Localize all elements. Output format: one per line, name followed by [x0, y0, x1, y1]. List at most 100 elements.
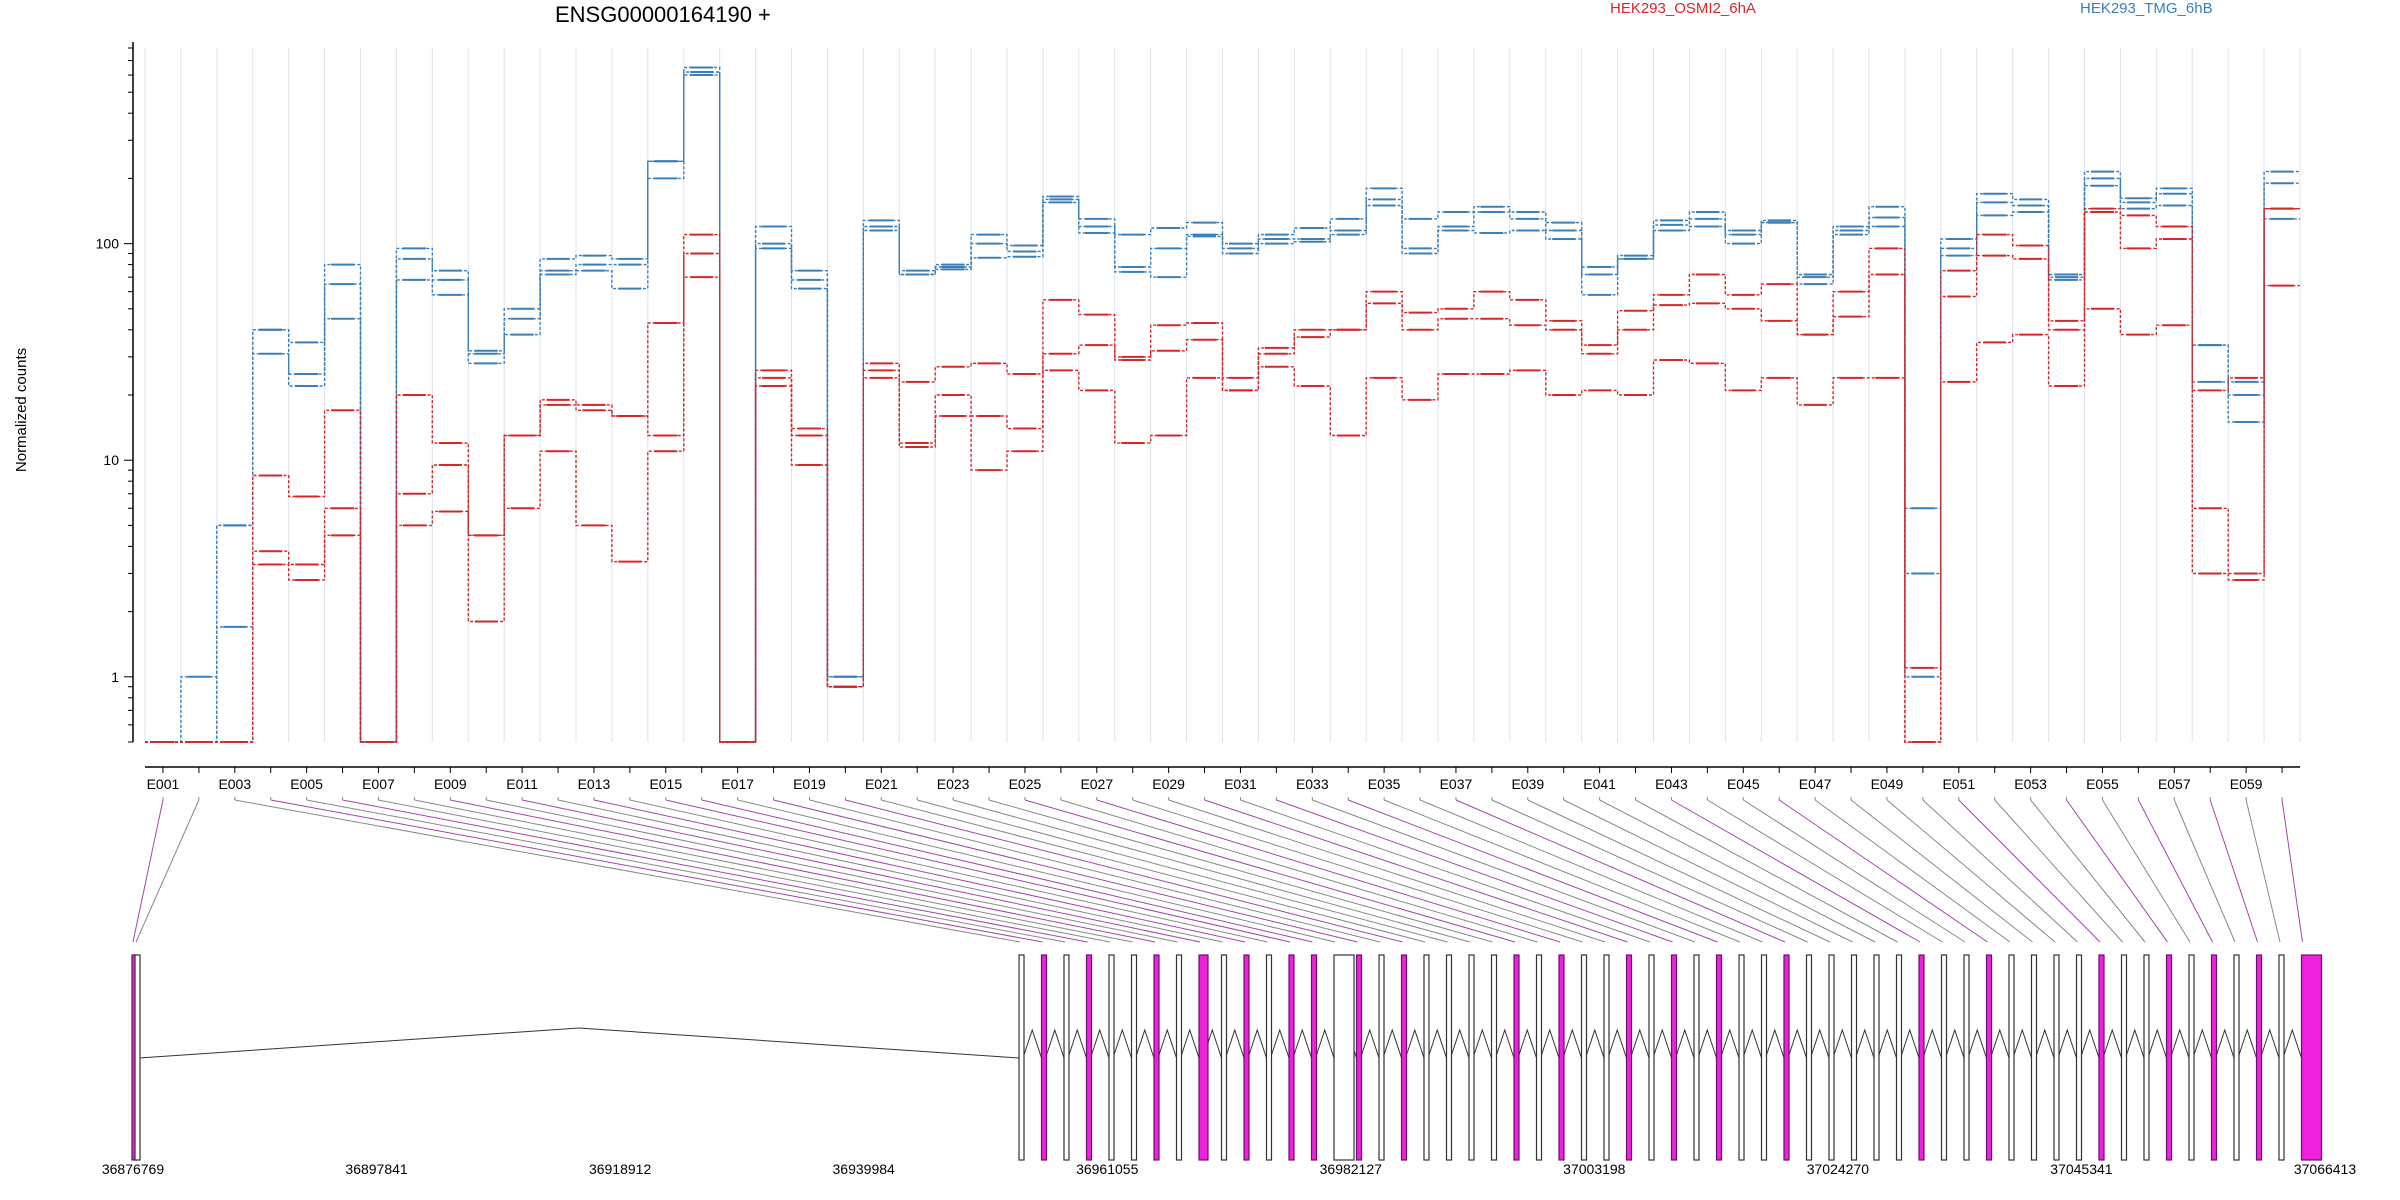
- exon-tick-label: E053: [2014, 776, 2047, 792]
- coordinate-label: 36918912: [589, 1161, 652, 1177]
- exon-connector: [306, 799, 1066, 943]
- intron: [1135, 1028, 1155, 1059]
- exon-connector: [342, 799, 1088, 943]
- intron: [2125, 1028, 2145, 1059]
- exon-box: [1243, 954, 1250, 1161]
- exon-tick-label: E025: [1009, 776, 1042, 792]
- series-points-0: [151, 66, 2294, 743]
- exon-box: [2008, 954, 2015, 1161]
- exon-connector: [1348, 799, 1718, 943]
- coordinate-label: 36939984: [833, 1161, 896, 1177]
- exon-box: [1423, 954, 1430, 1161]
- intron: [1382, 1028, 1402, 1059]
- series-layer: [145, 66, 2300, 743]
- intron: [1112, 1028, 1132, 1059]
- exon-box: [1963, 954, 1970, 1161]
- exon-connector: [2209, 799, 2258, 943]
- exon-connector: [809, 799, 1381, 943]
- exon-box: [1040, 954, 1048, 1161]
- exon-tick-label: E037: [1440, 776, 1473, 792]
- exon-connector: [1886, 799, 2056, 943]
- exon-box: [1153, 954, 1160, 1161]
- exon-box: [1850, 954, 1858, 1161]
- coordinate-label: 36961055: [1076, 1161, 1139, 1177]
- intron: [2012, 1028, 2032, 1059]
- legend-entry-osmi2: HEK293_OSMI2_6hA: [1610, 0, 1756, 17]
- intron: [1067, 1028, 1087, 1059]
- exon-ticks: E001 E003 E005 E007 E009 E011 E013 E015 E017 E019…: [147, 767, 2283, 792]
- exon-connector: [522, 799, 1201, 943]
- intron: [1832, 1028, 1852, 1059]
- exon-box: [1378, 954, 1385, 1161]
- exon-tick-label: E035: [1368, 776, 1401, 792]
- intron: [2237, 1028, 2257, 1059]
- intron: [1427, 1028, 1447, 1059]
- intron: [138, 1027, 1020, 1059]
- exon-connector: [881, 799, 1426, 943]
- intron: [1540, 1028, 1560, 1059]
- intron: [1270, 1028, 1290, 1059]
- exon-tick-label: E027: [1080, 776, 1113, 792]
- intron: [1517, 1028, 1537, 1059]
- exon-box: [2255, 954, 2263, 1161]
- intron: [1292, 1028, 1312, 1059]
- coordinate-label: 37024270: [1807, 1161, 1870, 1177]
- intron: [2215, 1028, 2235, 1059]
- exon-connector: [1743, 799, 1966, 943]
- exon-connector: [1850, 799, 2033, 943]
- intron: [1585, 1028, 1605, 1059]
- exon-tick-label: E029: [1152, 776, 1185, 792]
- exon-connector: [1599, 799, 1876, 943]
- exon-tick-label: E011: [506, 776, 538, 792]
- exon-connector: [1168, 799, 1606, 943]
- exon-connector: [450, 799, 1156, 943]
- exon-box: [1603, 954, 1610, 1161]
- exon-connector: [845, 799, 1403, 943]
- y-tick-label: 10: [103, 452, 119, 468]
- intron: [2260, 1028, 2280, 1059]
- exon-box: [1513, 954, 1520, 1161]
- exon-box: [1715, 954, 1723, 1161]
- exon-box: [2278, 954, 2285, 1161]
- exon-box: [1018, 954, 1025, 1161]
- intron: [1022, 1028, 1042, 1059]
- exon-connector: [593, 799, 1246, 943]
- exon-box: [1625, 954, 1633, 1161]
- intron: [1652, 1028, 1672, 1059]
- exon-tick-label: E017: [721, 776, 754, 792]
- exon-tick-label: E051: [1942, 776, 1975, 792]
- exon-connector: [1922, 799, 2078, 943]
- exon-tick-label: E049: [1871, 776, 1904, 792]
- exon-connector: [952, 799, 1471, 943]
- exon-connector: [1778, 799, 1988, 943]
- intron: [1630, 1028, 1650, 1059]
- exon-box: [2030, 954, 2038, 1161]
- exon-box: [1220, 954, 1228, 1161]
- series-points-5: [151, 276, 2294, 743]
- exon-tick-label: E023: [937, 776, 970, 792]
- exon-connector: [1455, 799, 1786, 943]
- exon-connector: [1383, 799, 1741, 943]
- exon-tick-label: E009: [434, 776, 467, 792]
- coordinate-label: 37003198: [1563, 1161, 1626, 1177]
- intron: [1900, 1028, 1920, 1059]
- chart-title: ENSG00000164190 +: [555, 2, 771, 27]
- exon-tick-label: E039: [1511, 776, 1544, 792]
- exon-box: [2233, 954, 2240, 1161]
- exon-connector: [917, 799, 1448, 943]
- exon-tick-label: E019: [793, 776, 826, 792]
- exon-box: [2120, 954, 2128, 1161]
- exon-box: [1333, 954, 1355, 1161]
- y-tick-label: 100: [96, 236, 120, 252]
- exon-box: [1580, 954, 1588, 1161]
- exon-box: [2165, 954, 2173, 1161]
- exon-connector: [557, 799, 1223, 943]
- exon-connector: [1635, 799, 1898, 943]
- exon-connector: [629, 799, 1268, 943]
- exon-connector: [665, 799, 1291, 943]
- intron: [1967, 1028, 1987, 1059]
- exon-connector: [1060, 799, 1538, 943]
- intron: [2192, 1028, 2212, 1059]
- exon-box: [1085, 954, 1093, 1161]
